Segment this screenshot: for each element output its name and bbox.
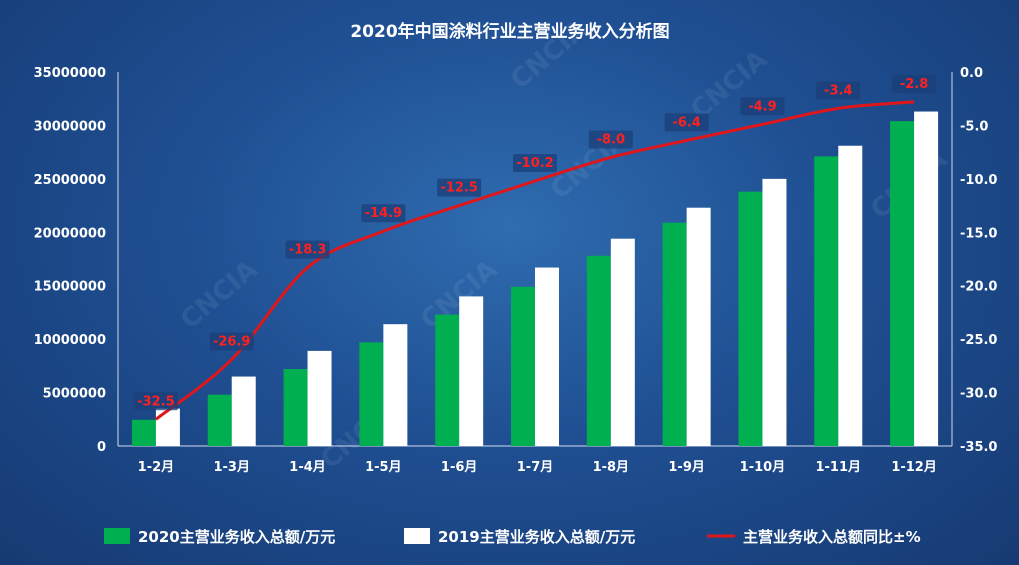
line-series: -32.5 -26.9 -18.3 -14.9 -12.5 -10.2 -8.0 -6.4 -4… [133,74,937,421]
bar-2019 [838,145,863,446]
bar-2020 [586,255,611,446]
data-label-bg [740,97,785,116]
bar-2020 [511,286,535,446]
data-label-bg [209,332,254,351]
x-axis-tick-label: 1-10月 [740,460,786,475]
watermark-text: CNCIA [175,255,263,336]
left-axis-tick-label: 5000000 [43,387,106,402]
legend-label: 2020主营业务收入总额/万元 [138,528,335,546]
data-label-bg [588,130,633,149]
data-label: -4.9 [748,99,776,114]
x-axis-tick-label: 1-11月 [815,460,861,475]
data-label: -18.3 [289,243,326,258]
data-label-bg [664,113,709,132]
right-axis-tick-label: 0.0 [960,66,983,81]
left-axis-tick-label: 30000000 [34,119,106,134]
x-axis-tick-label: 1-5月 [365,460,402,475]
x-axis-tick-label: 1-2月 [138,460,175,475]
bar-2019 [686,207,711,446]
x-axis-tick-label: 1-6月 [441,460,478,475]
left-axis-tick-label: 10000000 [34,333,106,348]
data-label-bg [892,74,937,93]
x-axis-ticks: 1-2月 1-3月 1-4月 1-5月 1-6月 1-7月 1-8月 1-9月 1-10月 1-1… [138,460,937,475]
right-axis-ticks: -35.0 -30.0 -25.0 -20.0 -15.0 -10.0 -5.0 0.0 [960,66,997,455]
bar-2020 [435,314,460,446]
left-axis-tick-label: 0 [97,440,106,455]
right-axis-tick-label: -35.0 [960,440,997,455]
bar-2019 [762,178,787,446]
data-label: -26.9 [213,334,250,349]
data-label-bg [816,81,861,100]
bar-2019 [307,350,332,446]
x-axis-tick-label: 1-12月 [891,460,937,475]
bar-2020 [359,342,384,446]
right-axis-tick-label: -25.0 [960,333,997,348]
data-label: -12.5 [440,181,477,196]
legend: 2020主营业务收入总额/万元 2019主营业务收入总额/万元 主营业务收入总额同比… [104,528,921,546]
x-axis-tick-label: 1-8月 [593,460,630,475]
right-axis-tick-label: -10.0 [960,173,997,188]
legend-label: 2019主营业务收入总额/万元 [438,528,635,546]
left-axis-tick-label: 25000000 [34,173,106,188]
legend-swatch [404,528,430,544]
bar-2019 [535,267,559,446]
right-axis-tick-label: -15.0 [960,226,997,241]
data-label-bg [285,240,330,259]
bar-2019 [231,376,256,446]
bar-2020 [814,156,839,446]
left-axis-tick-label: 20000000 [34,226,106,241]
bar-2019 [459,296,484,446]
legend-swatch [104,528,130,544]
yoy-line [154,100,915,421]
x-axis-tick-label: 1-3月 [213,460,250,475]
data-label: -10.2 [516,156,553,171]
data-label: -2.8 [900,77,928,92]
x-axis-tick-label: 1-7月 [517,460,554,475]
bar-series [131,111,939,446]
bar-2020 [662,222,687,446]
data-label-bg [437,178,482,197]
bar-2019 [914,111,939,446]
x-axis-tick-label: 1-9月 [668,460,705,475]
left-axis-ticks: 0 5000000 10000000 15000000 20000000 25000000… [34,66,106,455]
right-axis-tick-label: -30.0 [960,387,997,402]
data-label: -8.0 [597,132,625,147]
right-axis-tick-label: -20.0 [960,280,997,295]
left-axis-tick-label: 15000000 [34,280,106,295]
left-axis-tick-label: 35000000 [34,66,106,81]
data-label: -14.9 [365,206,402,221]
right-axis-tick-label: -5.0 [960,119,988,134]
data-label: -6.4 [672,115,700,130]
bar-2019 [610,238,635,446]
bar-2019 [383,324,408,446]
bar-2020 [131,419,156,446]
bar-2020 [283,369,308,446]
data-label-bg [361,204,406,223]
bar-2020 [207,394,232,446]
data-label-bg [513,153,557,172]
data-label-bg [133,392,178,411]
bar-2020 [738,191,763,446]
x-axis-tick-label: 1-4月 [289,460,326,475]
bar-2020 [890,121,915,446]
data-label: -32.5 [137,394,174,409]
data-label: -3.4 [824,83,852,98]
chart-title: 2020年中国涂料行业主营业务收入分析图 [350,21,669,42]
bar-2019 [155,408,180,446]
legend-label: 主营业务收入总额同比±% [743,528,921,546]
